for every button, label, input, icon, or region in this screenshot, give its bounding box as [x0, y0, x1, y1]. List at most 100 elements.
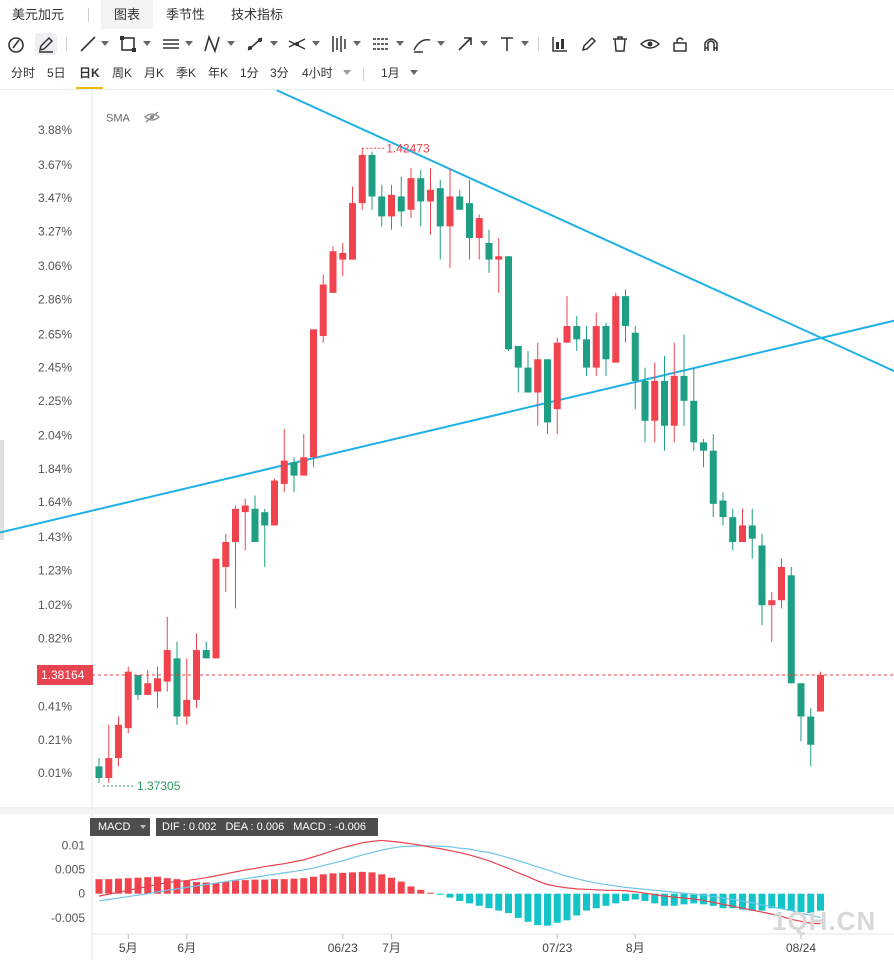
macd-histogram-bar	[397, 881, 405, 894]
period-4hour[interactable]: 4小时	[302, 66, 333, 80]
candle-body	[709, 450, 717, 504]
y-tick-label: 3.47%	[38, 191, 72, 205]
chevron-down-icon[interactable]	[227, 41, 235, 46]
bar-tool-icon[interactable]	[328, 33, 350, 55]
chevron-down-icon[interactable]	[101, 41, 109, 46]
candle-body	[446, 196, 454, 227]
macd-histogram-bar	[134, 877, 142, 894]
macd-dif-line	[98, 839, 821, 925]
y-tick-label: 3.27%	[38, 224, 72, 238]
chevron-down-icon[interactable]	[312, 41, 320, 46]
current-price-badge	[37, 664, 93, 685]
candle-body	[261, 512, 269, 526]
candle-body	[495, 256, 503, 260]
eye-off-icon[interactable]	[144, 111, 161, 126]
chevron-down-icon[interactable]	[270, 41, 278, 46]
range-select[interactable]: 1月	[381, 66, 400, 80]
sma-label: SMA	[106, 112, 130, 125]
candle-body	[661, 380, 668, 426]
macd-histogram-bar	[193, 882, 200, 894]
candle-body	[378, 196, 386, 217]
period-daily[interactable]: 日K	[76, 59, 103, 89]
candle-body	[115, 724, 122, 759]
chevron-down-icon[interactable]	[521, 41, 529, 46]
fib-tool-icon[interactable]	[286, 33, 308, 55]
x-tick-label: 7月	[382, 941, 401, 955]
cursor-tool-icon[interactable]	[5, 33, 27, 55]
y-tick-label: 2.65%	[38, 327, 72, 341]
chevron-down-icon[interactable]	[437, 41, 445, 46]
macd-indicator-select[interactable]: MACD	[90, 818, 150, 836]
period-monthly[interactable]: 月K	[144, 66, 165, 80]
macd-histogram-bar	[456, 893, 464, 901]
chevron-down-icon[interactable]	[396, 41, 404, 46]
y-tick-label: 3.67%	[38, 158, 72, 172]
period-intraday[interactable]: 分时	[11, 66, 36, 80]
chevron-down-icon[interactable]	[185, 41, 193, 46]
line-tool-icon[interactable]	[77, 33, 99, 55]
chevron-down-icon[interactable]	[353, 41, 361, 46]
period-5day[interactable]: 5日	[47, 66, 66, 80]
candle-body	[173, 658, 181, 717]
candle-body	[544, 359, 551, 423]
channel-tool-icon[interactable]	[370, 33, 392, 55]
chevron-down-icon[interactable]	[410, 70, 418, 75]
y-tick-label: 0.01%	[38, 766, 72, 780]
chart-type-tool-icon[interactable]	[549, 33, 571, 55]
panel-collapse-handle[interactable]	[0, 440, 4, 540]
macd-histogram-bar	[407, 886, 415, 894]
macd-histogram-bar	[778, 893, 785, 910]
chevron-down-icon[interactable]	[143, 41, 151, 46]
candle-body	[319, 284, 327, 337]
candle-body	[612, 296, 620, 363]
chevron-down-icon[interactable]	[343, 70, 351, 75]
chevron-down-icon[interactable]	[480, 41, 488, 46]
tab-seasonality[interactable]: 季节性	[166, 7, 206, 22]
macd-histogram-bar	[436, 893, 444, 895]
brush-tool-icon[interactable]	[244, 33, 266, 55]
tab-chart[interactable]: 图表	[101, 0, 153, 29]
period-yearly[interactable]: 年K	[208, 66, 229, 80]
arrow-tool-icon[interactable]	[454, 33, 476, 55]
macd-histogram-bar	[310, 876, 317, 894]
macd-histogram-bar	[797, 893, 805, 913]
macd-histogram-bar	[222, 881, 230, 894]
period-quarterly[interactable]: 季K	[176, 66, 197, 80]
magnet-icon[interactable]	[700, 33, 722, 55]
shape-tool-icon[interactable]	[411, 33, 433, 55]
tab-technical-indicators[interactable]: 技术指标	[231, 7, 284, 22]
candle-body	[553, 342, 561, 410]
macd-histogram-bar	[641, 893, 649, 901]
text-tool-icon[interactable]	[496, 33, 518, 55]
candle-body	[631, 332, 639, 381]
macd-tick-label: -0.005	[51, 911, 85, 925]
candle-body	[534, 359, 542, 393]
y-tick-label: 0.21%	[38, 733, 72, 747]
macd-histogram-bar	[319, 874, 327, 894]
macd-histogram-bar	[290, 878, 298, 894]
pencil-tool-icon[interactable]	[578, 33, 600, 55]
pattern-tool-icon[interactable]	[201, 33, 223, 55]
macd-histogram-bar	[339, 872, 347, 894]
candle-body	[163, 650, 171, 682]
macd-histogram-bar	[817, 893, 824, 911]
period-weekly[interactable]: 周K	[112, 66, 133, 80]
macd-histogram-bar	[378, 874, 386, 894]
y-tick-label: 1.23%	[38, 563, 72, 577]
x-tick-label: 8月	[626, 941, 645, 955]
macd-histogram-bar	[651, 893, 659, 904]
macd-histogram-bar	[768, 893, 776, 909]
draw-tool-icon[interactable]	[35, 33, 57, 55]
y-tick-label: 1.43%	[38, 530, 72, 544]
parallel-tool-icon[interactable]	[160, 33, 182, 55]
macd-histogram-bar	[583, 893, 590, 911]
lock-icon[interactable]	[669, 33, 691, 55]
x-tick-label: 5月	[119, 941, 138, 955]
delete-tool-icon[interactable]	[609, 33, 631, 55]
period-1min[interactable]: 1分	[240, 66, 259, 80]
candle-body	[700, 442, 707, 451]
eye-icon[interactable]	[639, 33, 661, 55]
macd-histogram-bar	[105, 879, 113, 894]
period-3min[interactable]: 3分	[270, 66, 289, 80]
rectangle-tool-icon[interactable]	[117, 33, 139, 55]
